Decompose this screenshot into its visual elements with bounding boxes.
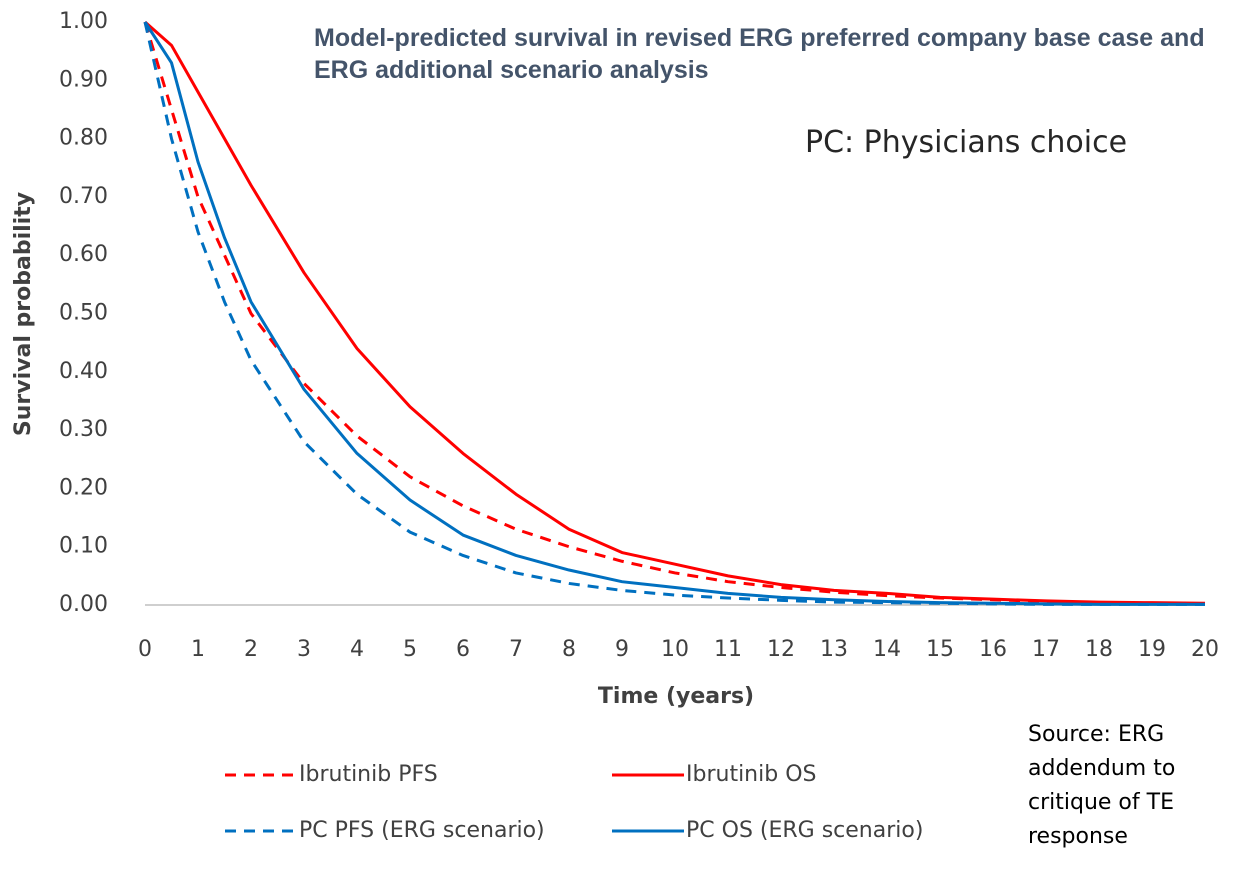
x-tick-label: 1 <box>191 637 205 662</box>
series-line <box>143 21 1206 606</box>
y-tick-label: 0.60 <box>59 242 108 267</box>
x-tick-label: 13 <box>820 637 848 662</box>
x-tick-label: 0 <box>138 637 152 662</box>
source-note: Source: ERG addendum to critique of TE r… <box>1028 722 1176 849</box>
x-tick-label: 6 <box>456 637 470 662</box>
series-line <box>143 21 1205 606</box>
x-tick-label: 10 <box>661 637 689 662</box>
chart-title: Model-predicted survival in revised ERG … <box>314 24 1205 84</box>
x-tick-label: 8 <box>562 637 576 662</box>
x-tick-label: 12 <box>767 637 795 662</box>
y-tick-label: 0.40 <box>59 359 108 384</box>
y-tick-label: 0.90 <box>59 67 108 92</box>
y-tick-label: 0.30 <box>59 417 108 442</box>
x-tick-label: 14 <box>873 637 901 662</box>
x-axis-label: Time (years) <box>598 684 754 709</box>
x-tick-label: 3 <box>297 637 311 662</box>
y-tick-label: 0.20 <box>59 475 108 500</box>
legend-label: Ibrutinib OS <box>686 762 816 787</box>
legend-label: Ibrutinib PFS <box>299 762 438 787</box>
x-tick-label: 20 <box>1191 637 1219 662</box>
y-tick-label: 0.10 <box>59 534 108 559</box>
y-tick-label: 0.80 <box>59 126 108 151</box>
x-tick-label: 5 <box>403 637 417 662</box>
x-tick-label: 4 <box>350 637 364 662</box>
x-tick-label: 18 <box>1085 637 1113 662</box>
x-tick-label: 2 <box>244 637 258 662</box>
legend-label: PC OS (ERG scenario) <box>686 818 923 843</box>
series-line <box>144 20 1206 605</box>
x-tick-label: 9 <box>615 637 629 662</box>
annotation: PC: Physicians choice <box>805 125 1128 160</box>
x-tick-label: 17 <box>1032 637 1060 662</box>
x-tick-label: 16 <box>979 637 1007 662</box>
series-line <box>143 21 1205 606</box>
y-tick-label: 0.50 <box>59 301 108 326</box>
y-tick-label: 0.00 <box>59 592 108 617</box>
y-axis-label: Survival probability <box>11 192 36 436</box>
x-tick-label: 15 <box>926 637 954 662</box>
x-tick-label: 19 <box>1138 637 1166 662</box>
y-tick-label: 1.00 <box>59 9 108 34</box>
y-tick-label: 0.70 <box>59 184 108 209</box>
x-tick-label: 11 <box>714 637 742 662</box>
legend-label: PC PFS (ERG scenario) <box>299 818 545 843</box>
x-tick-label: 7 <box>509 637 523 662</box>
